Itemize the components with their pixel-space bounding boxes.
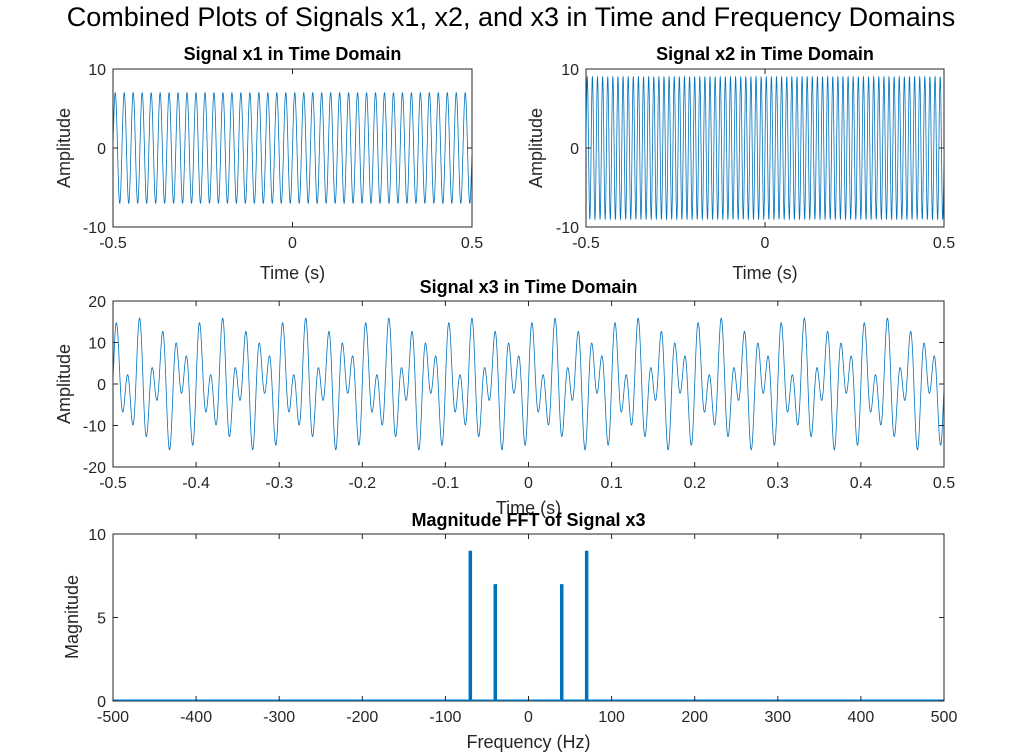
panel-fft-ytick-labels: 0 5 10 bbox=[88, 527, 106, 711]
y-tick-label: -10 bbox=[83, 220, 106, 237]
panel-x1-title: Signal x1 in Time Domain bbox=[184, 44, 402, 64]
panel-fft-xlabel: Frequency (Hz) bbox=[466, 732, 590, 752]
panel-x2: -0.5 0 0.5 -10 0 10 Signal x2 in Time Domain… bbox=[526, 44, 955, 283]
panel-fft: -500 -400 -300 -200 -100 0 100 200 300 400 500 0 5 1… bbox=[62, 510, 957, 752]
x-tick-label: 0.4 bbox=[850, 475, 872, 492]
y-tick-label: -10 bbox=[556, 220, 579, 237]
panel-x1-ytick-labels: -10 0 10 bbox=[83, 62, 106, 237]
y-tick-label: 10 bbox=[88, 336, 106, 353]
panel-x2-plot bbox=[586, 75, 944, 221]
x-tick-label: -200 bbox=[346, 709, 378, 726]
x-tick-label: 300 bbox=[764, 709, 791, 726]
x-tick-label: 500 bbox=[931, 709, 958, 726]
panel-x1-plot bbox=[113, 92, 472, 204]
panel-x2-ytick-labels: -10 0 10 bbox=[556, 62, 579, 237]
x-tick-label: -0.2 bbox=[349, 475, 377, 492]
y-tick-label: 20 bbox=[88, 294, 106, 311]
x-tick-label: 0.1 bbox=[600, 475, 622, 492]
x-tick-label: -0.5 bbox=[99, 475, 127, 492]
x-tick-label: 0 bbox=[761, 235, 770, 252]
y-tick-label: 0 bbox=[97, 141, 106, 158]
x-tick-label: -300 bbox=[263, 709, 295, 726]
panel-x1-ylabel: Amplitude bbox=[54, 108, 74, 188]
panel-x2-title: Signal x2 in Time Domain bbox=[656, 44, 874, 64]
figure-suptitle: Combined Plots of Signals x1, x2, and x3… bbox=[67, 2, 955, 32]
x-tick-label: -0.3 bbox=[265, 475, 293, 492]
y-tick-label: 0 bbox=[97, 694, 106, 711]
y-tick-label: 10 bbox=[88, 527, 106, 544]
panel-x3-title: Signal x3 in Time Domain bbox=[420, 277, 638, 297]
panel-fft-tick-marks bbox=[112, 533, 945, 702]
panel-x3-plot bbox=[113, 317, 944, 451]
panel-x3: -0.5 -0.4 -0.3 -0.2 -0.1 0 0.1 0.2 0.3 0.4 0.5 -20… bbox=[54, 277, 955, 518]
y-tick-label: 5 bbox=[97, 611, 106, 628]
x-tick-label: -0.1 bbox=[432, 475, 460, 492]
x-tick-label: 100 bbox=[598, 709, 625, 726]
panel-fft-xtick-labels: -500 -400 -300 -200 -100 0 100 200 300 400 500 bbox=[97, 709, 957, 726]
panel-fft-ylabel: Magnitude bbox=[62, 575, 82, 659]
y-tick-label: 10 bbox=[88, 62, 106, 79]
panel-x1-tick-marks bbox=[112, 68, 473, 228]
x-tick-label: 400 bbox=[848, 709, 875, 726]
x-tick-label: -100 bbox=[429, 709, 461, 726]
panel-x1-series-line bbox=[113, 92, 472, 204]
panel-x2-series-line bbox=[586, 75, 944, 221]
panel-x2-tick-marks bbox=[585, 68, 945, 228]
y-tick-label: -20 bbox=[83, 460, 106, 477]
panel-x3-series-line bbox=[113, 317, 944, 451]
x-tick-label: 0.5 bbox=[461, 235, 483, 252]
panel-x1-xlabel: Time (s) bbox=[260, 263, 325, 283]
x-tick-label: 0 bbox=[524, 475, 533, 492]
panel-x2-xtick-labels: -0.5 0 0.5 bbox=[572, 235, 955, 252]
x-tick-label: -400 bbox=[180, 709, 212, 726]
x-tick-label: 0 bbox=[524, 709, 533, 726]
panel-fft-axes-box bbox=[112, 533, 945, 702]
panel-fft-title: Magnitude FFT of Signal x3 bbox=[412, 510, 646, 530]
x-tick-label: 0.2 bbox=[684, 475, 706, 492]
x-tick-label: -500 bbox=[97, 709, 129, 726]
x-tick-label: 0.3 bbox=[767, 475, 789, 492]
x-tick-label: 0.5 bbox=[933, 475, 955, 492]
panel-x3-xtick-labels: -0.5 -0.4 -0.3 -0.2 -0.1 0 0.1 0.2 0.3 0.4 0.5 bbox=[99, 475, 955, 492]
x-tick-label: -0.5 bbox=[99, 235, 127, 252]
y-tick-label: 10 bbox=[561, 62, 579, 79]
panel-x3-ytick-labels: -20 -10 0 10 20 bbox=[83, 294, 106, 477]
x-tick-label: 0.5 bbox=[933, 235, 955, 252]
y-tick-label: 0 bbox=[570, 141, 579, 158]
y-tick-label: 0 bbox=[97, 377, 106, 394]
panel-fft-plot bbox=[113, 550, 944, 701]
panel-x3-tick-marks bbox=[112, 300, 945, 468]
x-tick-label: -0.4 bbox=[182, 475, 210, 492]
x-tick-label: 200 bbox=[681, 709, 708, 726]
x-tick-label: 0 bbox=[288, 235, 297, 252]
x-tick-label: -0.5 bbox=[572, 235, 600, 252]
y-tick-label: -10 bbox=[83, 419, 106, 436]
panel-x3-xlabel: Time (s) bbox=[496, 498, 561, 518]
panel-x1-xtick-labels: -0.5 0 0.5 bbox=[99, 235, 483, 252]
panel-x1: -0.5 0 0.5 -10 0 10 Signal x1 in Time Domain… bbox=[54, 44, 483, 283]
panel-x2-ylabel: Amplitude bbox=[526, 108, 546, 188]
panel-x2-xlabel: Time (s) bbox=[732, 263, 797, 283]
panel-x3-ylabel: Amplitude bbox=[54, 344, 74, 424]
